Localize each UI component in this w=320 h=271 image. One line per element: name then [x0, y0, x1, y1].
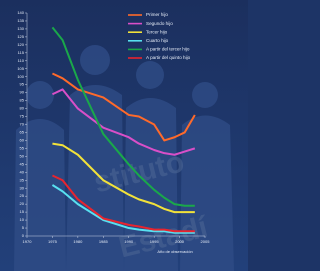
y-tick-label: 75 — [20, 114, 25, 119]
y-tick-label: 35 — [20, 177, 25, 182]
x-tick-label: 1970 — [23, 239, 33, 244]
y-tick-label: 65 — [20, 130, 25, 135]
x-tick-label: 1985 — [99, 239, 109, 244]
y-tick-label: 115 — [18, 50, 25, 55]
x-tick-label: 1995 — [150, 239, 160, 244]
x-tick-label: 2005 — [201, 239, 211, 244]
y-tick-label: 140 — [17, 10, 24, 15]
y-tick-label: 15 — [20, 209, 25, 214]
legend-label: Cuarto hijo — [146, 38, 169, 43]
y-tick-label: 110 — [18, 58, 25, 63]
legend-label: A partir del quinto hijo — [146, 55, 191, 60]
x-axis-label: Año de observación — [157, 249, 192, 254]
y-tick-label: 85 — [20, 98, 25, 103]
y-tick-label: 120 — [17, 42, 24, 47]
chart: stituto Estadí Año de observación 051015… — [0, 0, 248, 271]
legend-label: Primer hijo — [146, 12, 168, 17]
y-tick-label: 25 — [20, 193, 25, 198]
y-tick-label: 105 — [17, 66, 24, 71]
y-tick-label: 45 — [20, 161, 25, 166]
y-tick-label: 40 — [20, 169, 25, 174]
x-tick-label: 1975 — [48, 239, 58, 244]
y-tick-label: 95 — [20, 82, 25, 87]
y-tick-label: 10 — [20, 217, 25, 222]
y-tick-label: 30 — [20, 185, 25, 190]
legend-label: Segundo hijo — [146, 21, 173, 26]
y-tick-label: 70 — [20, 122, 25, 127]
x-tick-label: 1980 — [73, 239, 83, 244]
x-tick-label: 1990 — [124, 239, 134, 244]
y-tick-label: 135 — [17, 18, 24, 23]
y-tick-label: 100 — [17, 74, 24, 79]
x-tick-label: 2000 — [175, 239, 185, 244]
y-tick-label: 130 — [17, 26, 24, 31]
y-tick-label: 125 — [17, 34, 24, 39]
legend-label: Tercer hijo — [146, 29, 168, 34]
y-tick-label: 55 — [20, 145, 25, 150]
y-tick-label: 60 — [20, 137, 25, 142]
y-tick-label: 50 — [20, 153, 25, 158]
y-tick-label: 80 — [20, 106, 25, 111]
legend-label: A partir del tercer hijo — [146, 47, 190, 52]
y-tick-label: 90 — [20, 90, 25, 95]
y-tick-label: 20 — [20, 201, 25, 206]
